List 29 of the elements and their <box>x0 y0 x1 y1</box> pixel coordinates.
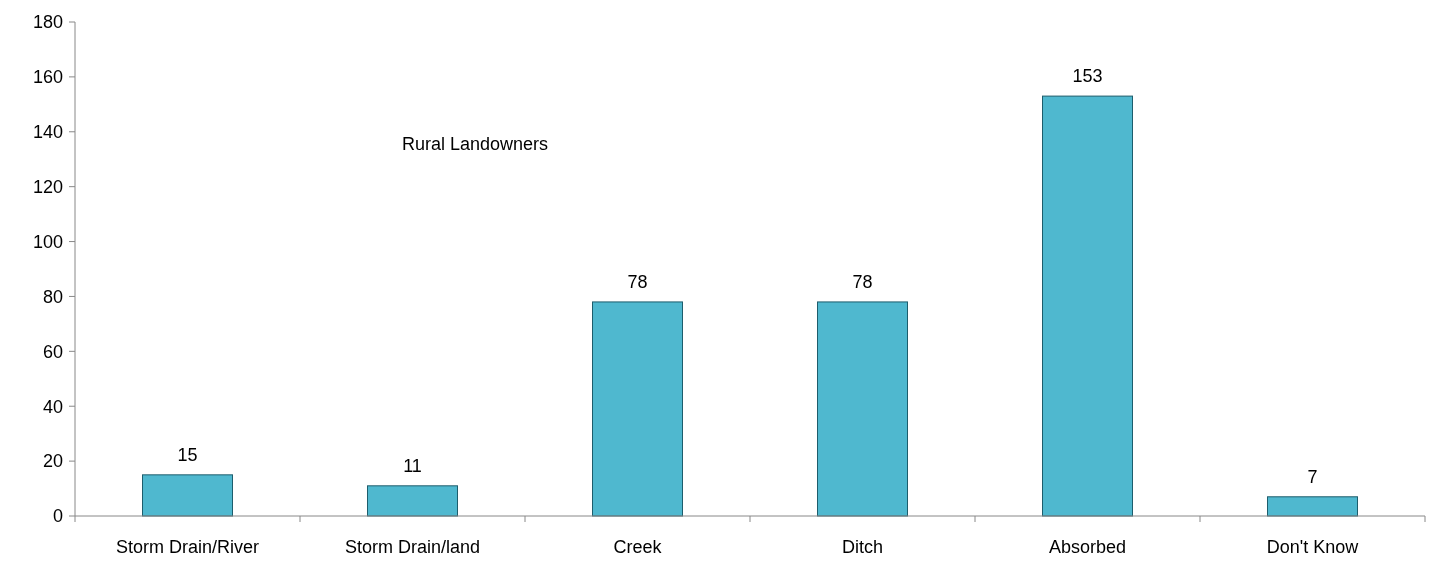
data-label: 78 <box>627 271 648 292</box>
data-label: 78 <box>852 271 873 292</box>
data-label: 7 <box>1307 466 1318 487</box>
data-label: 11 <box>403 455 422 476</box>
bar <box>1042 95 1133 517</box>
x-tick-label: Storm Drain/land <box>344 537 481 557</box>
y-tick-label: 20 <box>42 451 63 472</box>
data-label: 15 <box>177 444 198 465</box>
y-tick-label: 0 <box>52 506 63 527</box>
bar <box>817 301 908 517</box>
bar <box>592 301 683 517</box>
y-tick-label: 120 <box>32 176 63 197</box>
annotation: Rural Landowners <box>401 134 549 154</box>
bar <box>367 485 458 517</box>
x-tick-label: Storm Drain/River <box>115 537 260 557</box>
y-tick-label: 100 <box>32 231 63 252</box>
data-label: 153 <box>1072 66 1103 87</box>
x-tick-label: Absorbed <box>1048 537 1127 557</box>
y-tick-label: 180 <box>32 12 63 33</box>
y-tick-label: 160 <box>32 67 63 88</box>
y-tick-label: 60 <box>42 341 63 362</box>
x-tick-label: Don't Know <box>1266 537 1360 557</box>
bar <box>1267 496 1358 517</box>
x-tick-label: Creek <box>613 537 663 557</box>
x-tick-label: Ditch <box>841 537 884 557</box>
y-tick-label: 40 <box>42 396 63 417</box>
y-tick-label: 80 <box>42 286 63 307</box>
y-tick-label: 140 <box>32 122 63 143</box>
bar <box>142 474 233 517</box>
